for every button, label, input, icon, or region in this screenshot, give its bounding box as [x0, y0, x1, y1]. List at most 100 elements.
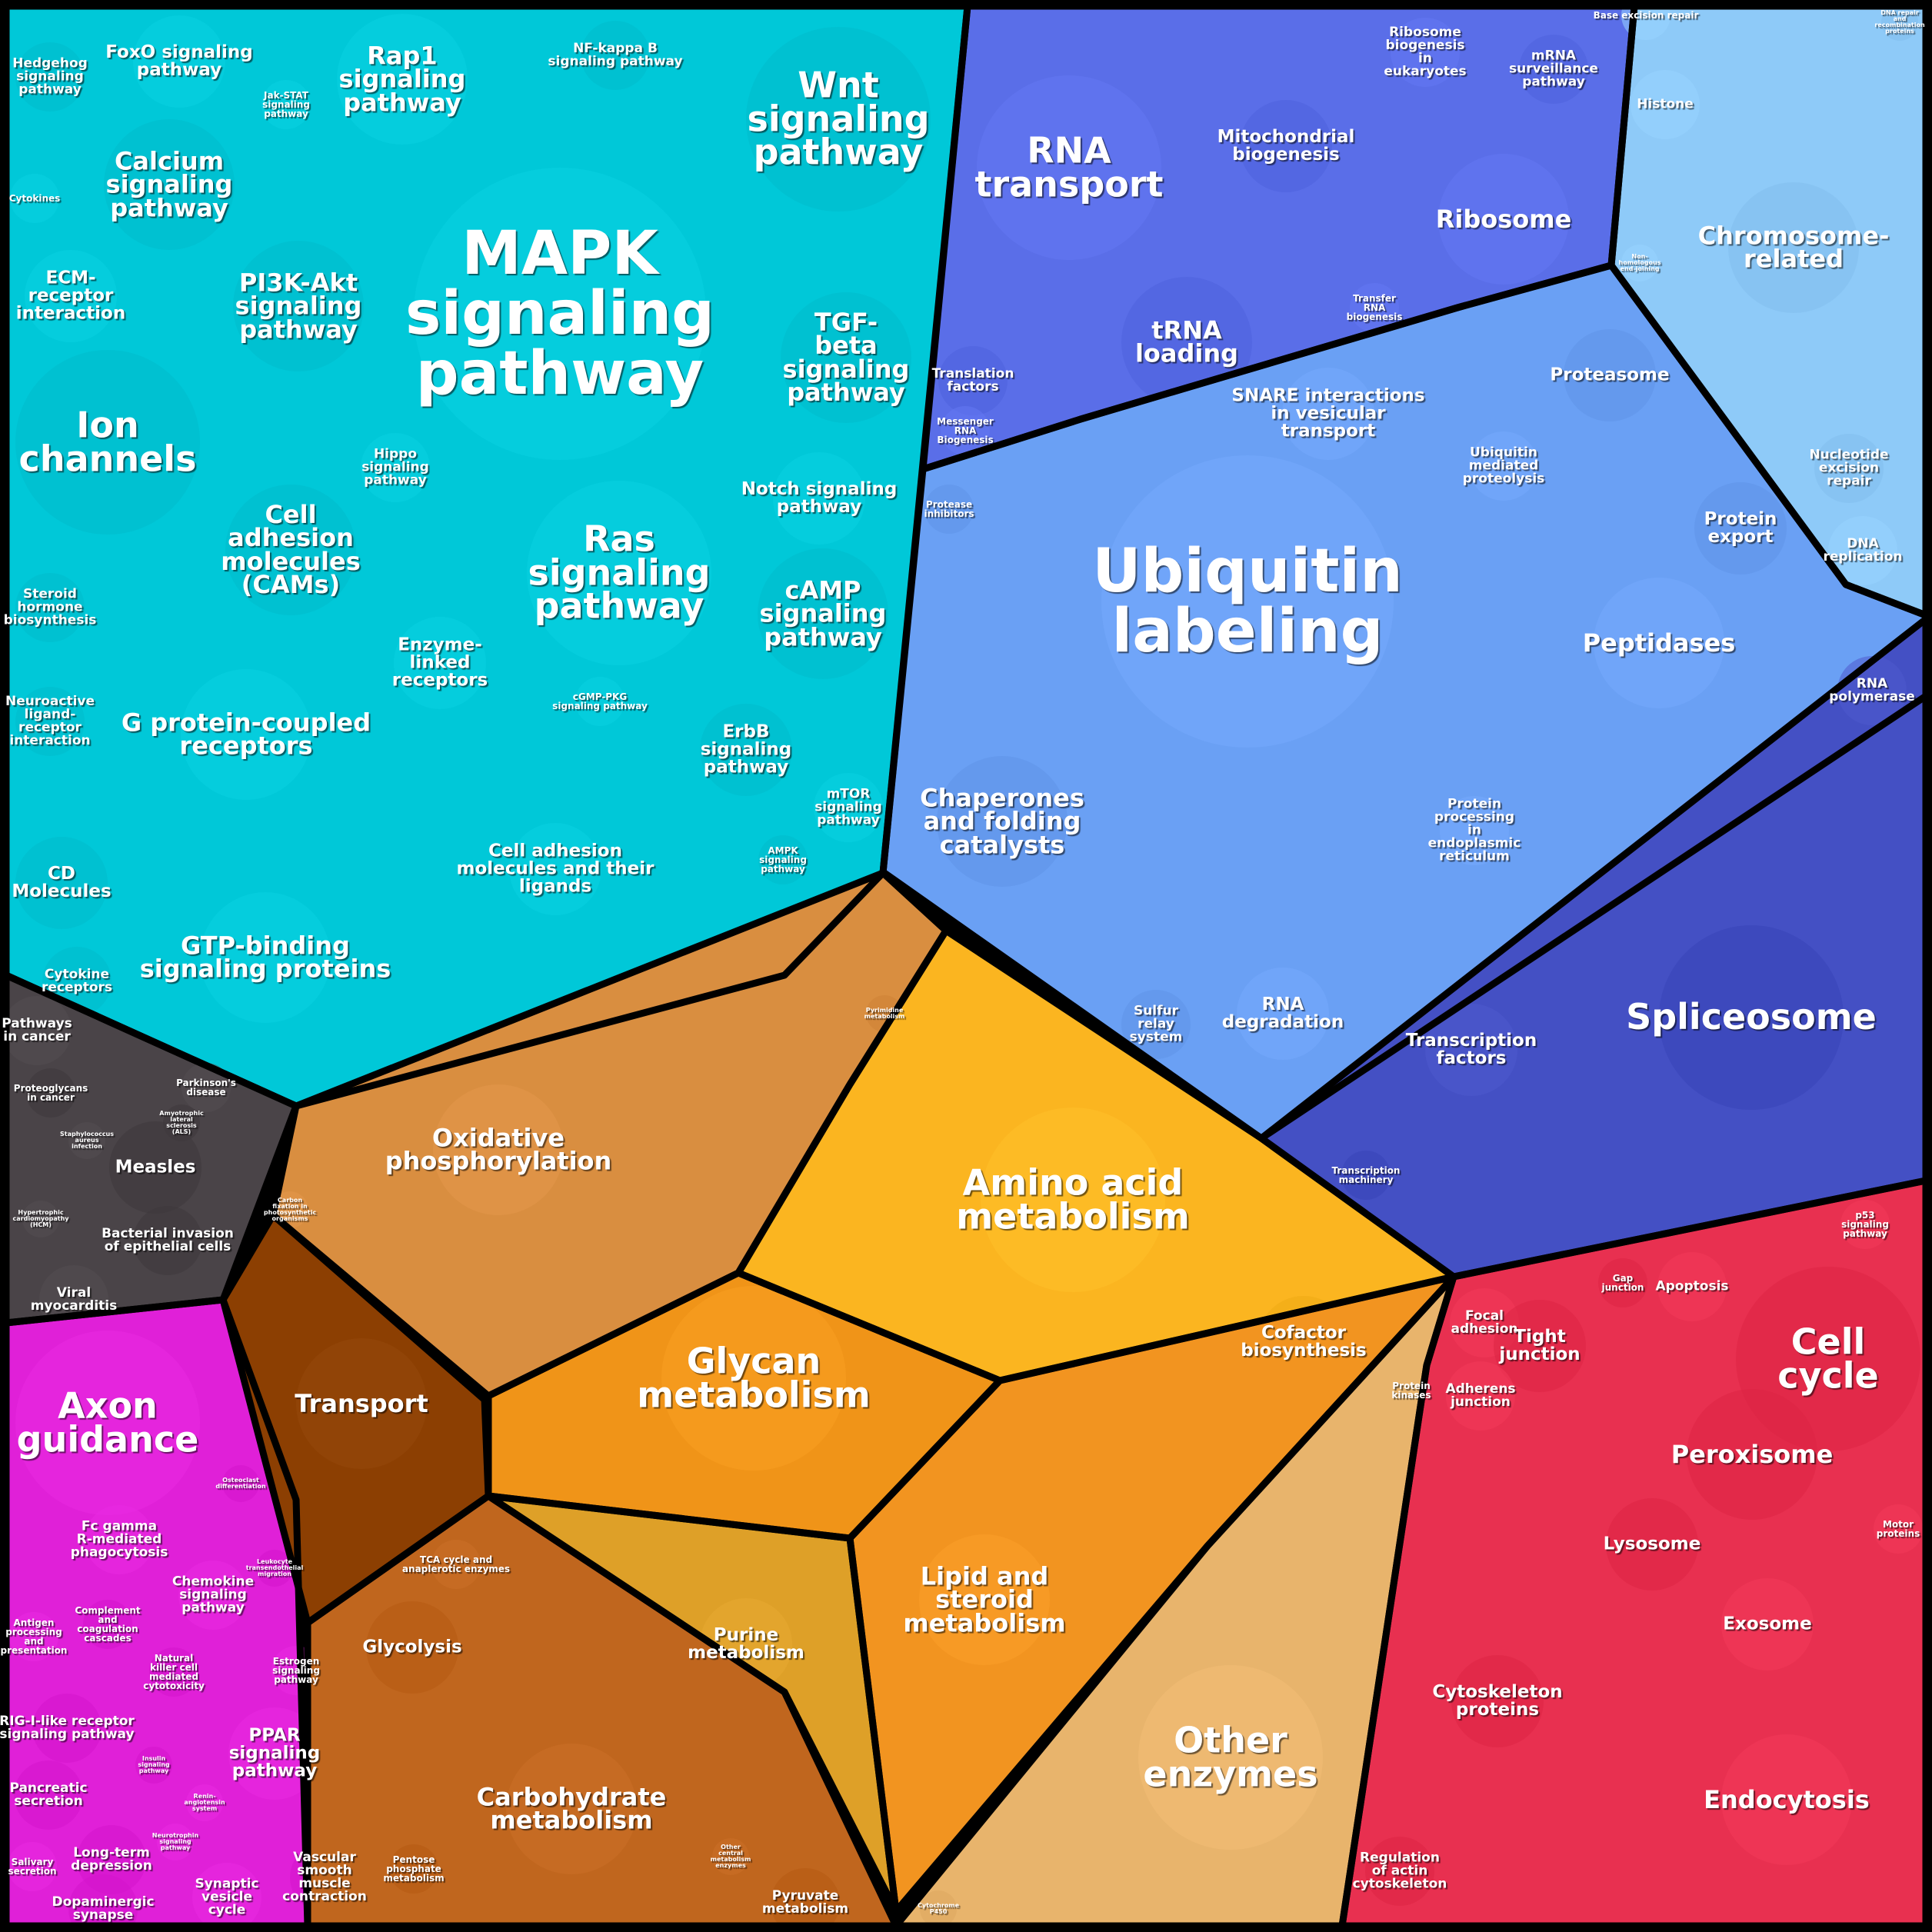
pathway-label-calcium-signaling-pathway[interactable]: Calcium signaling pathway [105, 146, 233, 223]
pathway-label-transcription-machinery[interactable]: Transcription machinery [1331, 1165, 1401, 1185]
pathway-label-translation-factors[interactable]: Translation factors [931, 366, 1014, 395]
pathway-label-complement-and-coagulation-cascades[interactable]: Complement and coagulation cascades [75, 1605, 141, 1644]
pathway-label-parkinson-s-disease[interactable]: Parkinson's disease [176, 1078, 236, 1098]
pathway-label-dna-repair-and-recombination-proteins[interactable]: DNA repair and recombination proteins [1874, 9, 1925, 35]
pathway-label-steroid-hormone-biosynthesis[interactable]: Steroid hormone biosynthesis [3, 586, 97, 628]
pathway-label-nf-kappa-b-signaling-pathway[interactable]: NF-kappa B signaling pathway [548, 41, 683, 69]
pathway-label-neuroactive-ligand-receptor-interaction[interactable]: Neuroactive ligand- receptor interaction [5, 694, 95, 748]
pathway-label-mrna-surveillance-pathway[interactable]: mRNA surveillance pathway [1509, 48, 1598, 90]
pathway-label-cgmp-pkg-signaling-pathway[interactable]: cGMP-PKG signaling pathway [552, 691, 648, 711]
pathway-label-cell-adhesion-molecules-and-their-ligands[interactable]: Cell adhesion molecules and their ligand… [456, 841, 655, 897]
pathway-label-chaperones-and-folding-catalysts[interactable]: Chaperones and folding catalysts [920, 783, 1084, 860]
pathway-label-proteoglycans-in-cancer[interactable]: Proteoglycans in cancer [13, 1083, 88, 1103]
pathway-label-motor-proteins[interactable]: Motor proteins [1876, 1519, 1920, 1539]
pathway-label-histone[interactable]: Histone [1637, 96, 1694, 112]
pathway-label-cell-cycle[interactable]: Cell cycle [1777, 1321, 1879, 1396]
pathway-label-g-protein-coupled-receptors[interactable]: G protein-coupled receptors [121, 708, 371, 761]
pathway-label-focal-adhesion[interactable]: Focal adhesion [1451, 1308, 1518, 1337]
pathway-label-antigen-processing-and-presentation[interactable]: Antigen processing and presentation [0, 1617, 68, 1656]
pathway-label-natural-killer-cell-mediated-cytotoxicity[interactable]: Natural killer cell mediated cytotoxicit… [143, 1653, 205, 1691]
pathway-label-ras-signaling-pathway[interactable]: Ras signaling pathway [528, 518, 711, 627]
pathway-label-chromosome-related[interactable]: Chromosome- related [1697, 221, 1890, 274]
pathway-label-cytokines[interactable]: Cytokines [8, 193, 61, 204]
pathway-label-pancreatic-secretion[interactable]: Pancreatic secretion [9, 1780, 88, 1809]
pathway-label-cd-molecules[interactable]: CD Molecules [12, 864, 112, 901]
pathway-label-long-term-depression[interactable]: Long-term depression [71, 1845, 152, 1874]
pathway-label-glycolysis[interactable]: Glycolysis [362, 1637, 462, 1657]
pathway-label-tight-junction[interactable]: Tight junction [1499, 1327, 1581, 1364]
pathway-label-rna-polymerase[interactable]: RNA polymerase [1829, 676, 1915, 705]
pathway-label-trna-loading[interactable]: tRNA loading [1134, 315, 1239, 368]
pathway-label-protease-inhibitors[interactable]: Protease inhibitors [924, 499, 974, 519]
pathway-label-mtor-signaling-pathway[interactable]: mTOR signaling pathway [814, 786, 882, 828]
pathway-label-wnt-signaling-pathway[interactable]: Wnt signaling pathway [747, 64, 930, 173]
pathway-label-pathways-in-cancer[interactable]: Pathways in cancer [2, 1016, 72, 1044]
pathway-label-protein-kinases[interactable]: Protein kinases [1391, 1381, 1431, 1401]
pathway-label-spliceosome[interactable]: Spliceosome [1626, 996, 1877, 1038]
pathway-label-leukocyte-transendothelial-migration[interactable]: Leukocyte transendothelial migration [245, 1558, 304, 1577]
pathway-label-peptidases[interactable]: Peptidases [1582, 628, 1736, 658]
pathway-label-estrogen-signaling-pathway[interactable]: Estrogen signaling pathway [272, 1656, 320, 1685]
pathway-label-exosome[interactable]: Exosome [1723, 1614, 1812, 1634]
pathway-label-purine-metabolism[interactable]: Purine metabolism [688, 1625, 804, 1663]
pathway-label-oxidative-phosphorylation[interactable]: Oxidative phosphorylation [385, 1123, 612, 1176]
pathway-label-ubiquitin-labeling[interactable]: Ubiquitin labeling [1092, 537, 1403, 666]
pathway-label-protein-processing-in-endoplasmic-reticulum[interactable]: Protein processing in endoplasmic reticu… [1427, 796, 1521, 864]
pathway-label-amino-acid-metabolism[interactable]: Amino acid metabolism [956, 1161, 1190, 1237]
pathway-label-pyruvate-metabolism[interactable]: Pyruvate metabolism [761, 1888, 849, 1917]
pathway-label-cofactor-biosynthesis[interactable]: Cofactor biosynthesis [1241, 1323, 1367, 1361]
pathway-label-camp-signaling-pathway[interactable]: cAMP signaling pathway [759, 575, 887, 652]
pathway-label-ppar-signaling-pathway[interactable]: PPAR signaling pathway [228, 1725, 321, 1781]
pathway-label-fc-gamma-r-mediated-phagocytosis[interactable]: Fc gamma R-mediated phagocytosis [70, 1518, 168, 1561]
pathway-label-neurotrophin-signaling-pathway[interactable]: Neurotrophin signaling pathway [152, 1832, 199, 1851]
pathway-label-bacterial-invasion-of-epithelial-cells[interactable]: Bacterial invasion of epithelial cells [102, 1226, 234, 1254]
pathway-label-p53-signaling-pathway[interactable]: p53 signaling pathway [1841, 1210, 1889, 1239]
pathway-label-transport[interactable]: Transport [295, 1388, 428, 1418]
pathway-label-hippo-signaling-pathway[interactable]: Hippo signaling pathway [361, 446, 429, 488]
pathway-label-viral-myocarditis[interactable]: Viral myocarditis [30, 1285, 118, 1314]
pathway-label-sulfur-relay-system[interactable]: Sulfur relay system [1129, 1003, 1183, 1045]
pathway-label-foxo-signaling-pathway[interactable]: FoxO signaling pathway [105, 42, 253, 80]
pathway-label-ribosome[interactable]: Ribosome [1435, 204, 1572, 234]
pathway-label-ecm-receptor-interaction[interactable]: ECM- receptor interaction [15, 268, 126, 324]
pathway-label-rap1-signaling-pathway[interactable]: Rap1 signaling pathway [338, 41, 466, 118]
pathway-label-protein-export[interactable]: Protein export [1704, 509, 1777, 547]
pathway-label-hedgehog-signaling-pathway[interactable]: Hedgehog signaling pathway [12, 55, 88, 98]
pathway-label-lipid-and-steroid-metabolism[interactable]: Lipid and steroid metabolism [903, 1561, 1066, 1638]
pathway-label-ampk-signaling-pathway[interactable]: AMPK signaling pathway [759, 845, 807, 874]
pathway-label-ubiquitin-mediated-proteolysis[interactable]: Ubiquitin mediated proteolysis [1462, 445, 1545, 487]
pathway-label-cell-adhesion-molecules-cams[interactable]: Cell adhesion molecules (CAMs) [221, 500, 361, 600]
pathway-label-gap-junction[interactable]: Gap junction [1601, 1273, 1644, 1293]
pathway-label-tca-cycle-and-anaplerotic-enzymes[interactable]: TCA cycle and anaplerotic enzymes [401, 1554, 511, 1574]
pathway-label-rig-i-like-receptor-signaling-pathway[interactable]: RIG-I-like receptor signaling pathway [0, 1714, 135, 1742]
pathway-label-dopaminergic-synapse[interactable]: Dopaminergic synapse [52, 1894, 155, 1923]
pathway-label-erbb-signaling-pathway[interactable]: ErbB signaling pathway [700, 721, 792, 778]
pathway-label-ion-channels[interactable]: Ion channels [18, 404, 197, 479]
pathway-label-insulin-signaling-pathway[interactable]: Insulin signaling pathway [138, 1755, 170, 1774]
pathway-label-mitochondrial-biogenesis[interactable]: Mitochondrial biogenesis [1217, 127, 1355, 165]
pathway-label-amyotrophic-lateral-sclerosis-als[interactable]: Amyotrophic lateral sclerosis (ALS) [159, 1110, 204, 1135]
pathway-label-chemokine-signaling-pathway[interactable]: Chemokine signaling pathway [172, 1574, 255, 1616]
pathway-label-tgf-beta-signaling-pathway[interactable]: TGF- beta signaling pathway [782, 308, 910, 408]
pathway-label-rna-transport[interactable]: RNA transport [974, 129, 1164, 205]
pathway-label-hypertrophic-cardiomyopathy-hcm[interactable]: Hypertrophic cardiomyopathy (HCM) [12, 1209, 69, 1228]
pathway-label-base-excision-repair[interactable]: Base excision repair [1593, 10, 1699, 21]
pathway-label-non-homologous-end-joining[interactable]: Non- homologous end-joining [1618, 253, 1661, 272]
pathway-label-axon-guidance[interactable]: Axon guidance [16, 1384, 199, 1460]
pathway-label-notch-signaling-pathway[interactable]: Notch signaling pathway [741, 479, 898, 517]
pathway-label-measles[interactable]: Measles [115, 1157, 196, 1178]
pathway-label-cytoskeleton-proteins[interactable]: Cytoskeleton proteins [1432, 1682, 1563, 1720]
pathway-label-other-central-metabolism-enzymes[interactable]: Other central metabolism enzymes [710, 1844, 751, 1869]
pathway-label-messenger-rna-biogenesis[interactable]: Messenger RNA Biogenesis [937, 416, 994, 445]
pathway-label-gtp-binding-signaling-proteins[interactable]: GTP-binding signaling proteins [139, 931, 391, 984]
pathway-label-lysosome[interactable]: Lysosome [1603, 1534, 1701, 1554]
pathway-label-cytochrome-p450[interactable]: Cytochrome P450 [917, 1902, 960, 1915]
pathway-label-osteoclast-differentiation[interactable]: Osteoclast differentiation [215, 1477, 266, 1490]
pathway-label-synaptic-vesicle-cycle[interactable]: Synaptic vesicle cycle [195, 1876, 259, 1918]
pathway-label-staphylococcus-aureus-infection[interactable]: Staphylococcus aureus infection [59, 1131, 115, 1150]
pathway-label-apoptosis[interactable]: Apoptosis [1655, 1278, 1729, 1294]
pathway-label-renin-angiotensin-system[interactable]: Renin- angiotensin system [184, 1793, 225, 1812]
pathway-label-vascular-smooth-muscle-contraction[interactable]: Vascular smooth muscle contraction [282, 1850, 367, 1904]
pathway-label-other-enzymes[interactable]: Other enzymes [1143, 1719, 1318, 1794]
pathway-label-snare-interactions-in-vesicular-transport[interactable]: SNARE interactions in vesicular transpor… [1231, 385, 1425, 441]
